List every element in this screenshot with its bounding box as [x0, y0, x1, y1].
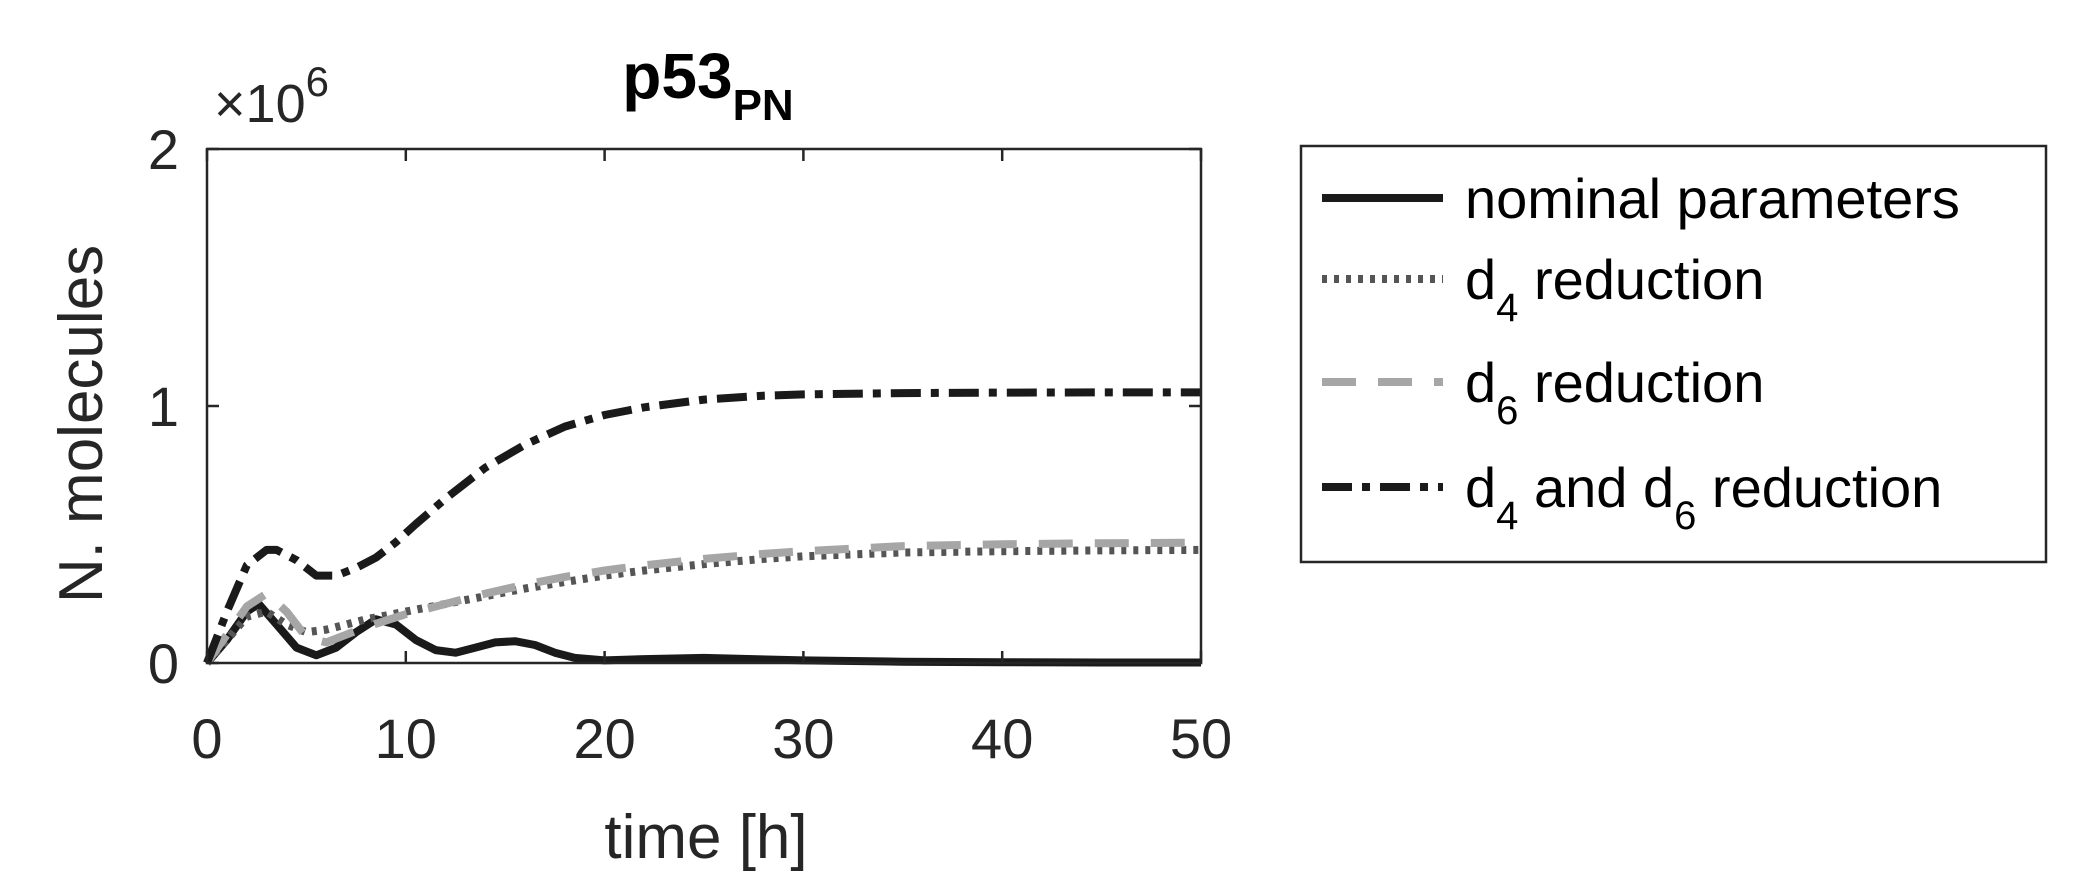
x-tick-label-3: 30	[772, 707, 834, 770]
y-tick-label-1: 1	[148, 375, 179, 438]
y-tick-label-0: 0	[148, 632, 179, 695]
x-tick-label-1: 10	[375, 707, 437, 770]
series-line-3	[207, 392, 1201, 663]
series-line-1	[207, 550, 1201, 663]
chart-title-main: p53	[622, 40, 732, 112]
x-axis-label: time [h]	[604, 803, 807, 872]
y-tick-label-2: 2	[148, 118, 179, 181]
chart-title: p53PN	[622, 40, 793, 130]
series-line-0	[207, 604, 1201, 663]
x-tick-label-2: 20	[573, 707, 635, 770]
y-multiplier-base: ×10	[214, 74, 306, 134]
plot-frame	[207, 149, 1201, 663]
series-line-2	[207, 543, 1201, 663]
plot-area	[207, 392, 1201, 663]
y-axis-multiplier: ×106	[214, 58, 329, 134]
y-multiplier-exponent: 6	[306, 58, 329, 105]
legend-label-0: nominal parameters	[1465, 167, 1960, 230]
y-axis-label: N. molecules	[47, 245, 116, 603]
x-tick-label-5: 50	[1170, 707, 1232, 770]
chart-title-subscript: PN	[733, 81, 794, 130]
axes: 0 10 20 30 40 50 0 1 2	[148, 118, 1232, 770]
x-tick-label-4: 40	[971, 707, 1033, 770]
x-tick-label-0: 0	[191, 707, 222, 770]
